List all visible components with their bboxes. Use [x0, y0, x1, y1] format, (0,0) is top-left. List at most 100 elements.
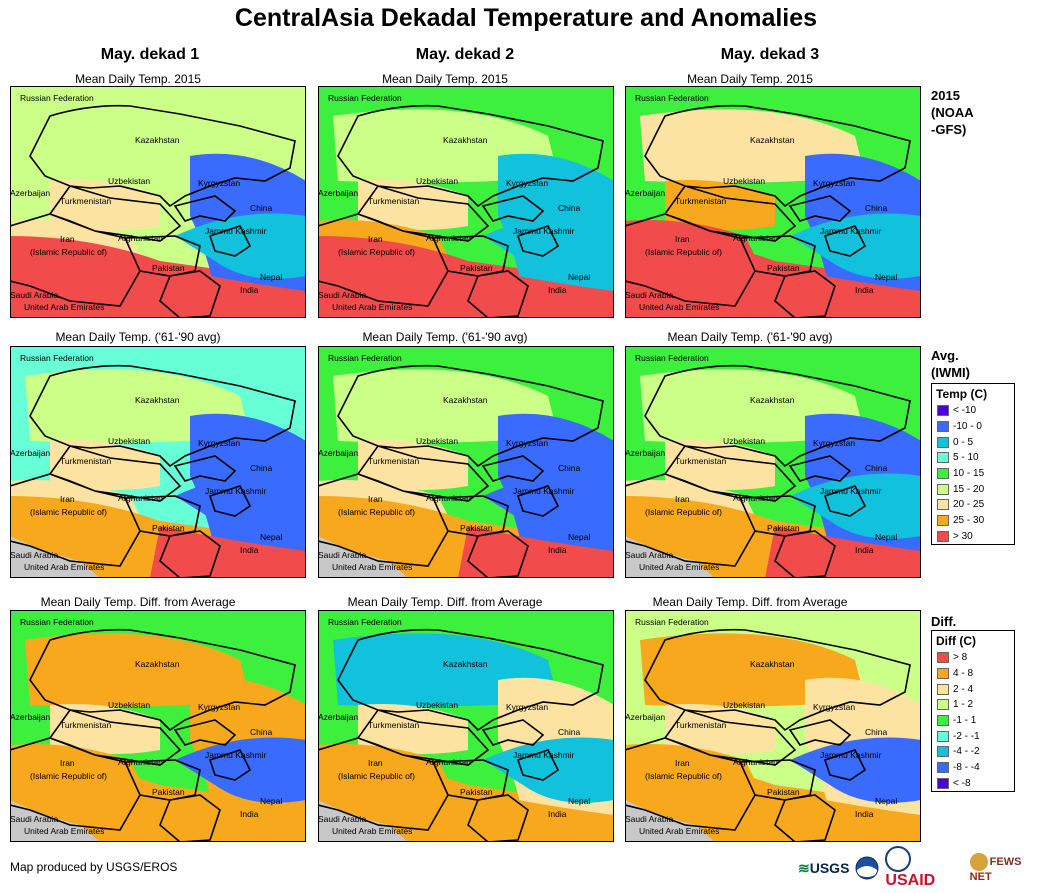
map-panel-difference-from-average-dekad-3: Russian Federation Kazakhstan Uzbekistan Ky…	[625, 610, 921, 842]
panel-subtitle: Mean Daily Temp. 2015	[75, 72, 201, 86]
legend-item: -2 - -1	[932, 728, 1014, 744]
color-region-turk	[50, 440, 160, 490]
logo-strip: ≋USGS USAID FEWS NET	[798, 846, 1046, 889]
legend-label: -10 - 0	[953, 421, 982, 433]
map-credit: Map produced by USGS/EROS	[10, 860, 178, 874]
place-label-nepal: Nepal	[875, 532, 897, 542]
legend-item: 10 - 15	[932, 466, 1014, 482]
place-label-china: China	[250, 727, 272, 737]
row-label-line: (NOAA	[931, 105, 974, 120]
place-label-uae: United Arab Emirates	[332, 826, 412, 836]
legend-swatch	[937, 499, 949, 511]
color-region-india	[150, 790, 306, 842]
legend-item: -4 - -2	[932, 744, 1014, 760]
place-label-iran: Iran	[675, 758, 690, 768]
place-label-pakistan: Pakistan	[767, 787, 800, 797]
place-label-kazakhstan: Kazakhstan	[135, 135, 180, 145]
place-label-uzbekistan: Uzbekistan	[416, 176, 458, 186]
map-panel-2015-forecast-dekad-2: Russian Federation Kazakhstan Uzbekistan Ky…	[318, 86, 614, 318]
legend-swatch	[937, 530, 949, 542]
legend-item: -1 - 1	[932, 713, 1014, 729]
place-label-saudi: Saudi Arabia	[10, 814, 58, 824]
legend-label: > 30	[953, 530, 973, 542]
place-label-kyrgyzstan: Kyrgyzstan	[198, 702, 240, 712]
color-region-india	[765, 790, 921, 842]
map-canvas: Russian Federation Kazakhstan Uzbekistan Ky…	[318, 610, 614, 842]
noaa-emblem-icon	[855, 856, 879, 880]
map-canvas: Russian Federation Kazakhstan Uzbekistan Ky…	[625, 346, 921, 578]
place-label-azerbaijan: Azerbaijan	[10, 448, 50, 458]
map-canvas: Russian Federation Kazakhstan Uzbekistan Ky…	[10, 86, 306, 318]
place-label-iran2: (Islamic Republic of)	[338, 771, 415, 781]
map-frame	[318, 346, 614, 578]
place-label-nepal: Nepal	[568, 272, 590, 282]
temperature-legend: Temp (C) < -10 -10 - 0 0 - 5 5 - 10 10 - 15 1…	[931, 383, 1015, 546]
color-region-turk	[665, 180, 775, 230]
place-label-russia: Russian Federation	[328, 617, 402, 627]
place-label-india: India	[855, 809, 874, 819]
place-label-china: China	[558, 203, 580, 213]
legend-item: 20 - 25	[932, 497, 1014, 513]
color-region-plat	[483, 213, 614, 279]
legend-label: < -10	[953, 405, 977, 417]
legend-swatch	[937, 699, 949, 711]
place-label-uzbekistan: Uzbekistan	[416, 436, 458, 446]
place-label-afghanistan: Afghanistan	[118, 233, 163, 243]
main-title: CentralAsia Dekadal Temperature and Anom…	[234, 4, 818, 32]
panel-subtitle: Mean Daily Temp. 2015	[687, 72, 813, 86]
row-label-line: -GFS)	[931, 122, 967, 137]
place-label-uzbekistan: Uzbekistan	[723, 176, 765, 186]
place-label-kyrgyzstan: Kyrgyzstan	[813, 178, 855, 188]
place-label-saudi: Saudi Arabia	[318, 814, 366, 824]
place-label-azerbaijan: Azerbaijan	[625, 188, 665, 198]
place-label-kashmir: Jammu Kashmir	[820, 750, 882, 760]
legend-swatch	[937, 715, 949, 727]
color-region-plat	[175, 473, 306, 539]
map-canvas: Russian Federation Kazakhstan Uzbekistan Ky…	[318, 86, 614, 318]
place-label-turkmenistan: Turkmenistan	[60, 456, 111, 466]
place-label-kyrgyzstan: Kyrgyzstan	[506, 438, 548, 448]
place-label-kashmir: Jammu Kashmir	[205, 486, 267, 496]
place-label-kazakhstan: Kazakhstan	[135, 395, 180, 405]
map-frame	[318, 610, 614, 842]
place-label-pakistan: Pakistan	[152, 787, 185, 797]
country-borders	[318, 364, 604, 578]
legend-item: < -8	[932, 776, 1014, 792]
place-label-china: China	[865, 463, 887, 473]
legend-swatch	[937, 405, 949, 417]
fewsnet-logo: FEWS NET	[969, 853, 1046, 883]
map-canvas: Russian Federation Kazakhstan Uzbekistan Ky…	[318, 346, 614, 578]
place-label-india: India	[240, 809, 259, 819]
usgs-wave-icon: ≋	[798, 859, 810, 876]
place-label-azerbaijan: Azerbaijan	[10, 712, 50, 722]
place-label-kazakhstan: Kazakhstan	[135, 659, 180, 669]
place-label-turkmenistan: Turkmenistan	[675, 720, 726, 730]
legend-swatch	[937, 652, 949, 664]
place-label-azerbaijan: Azerbaijan	[625, 712, 665, 722]
place-label-afghanistan: Afghanistan	[733, 493, 778, 503]
place-label-saudi: Saudi Arabia	[318, 550, 366, 560]
place-label-russia: Russian Federation	[635, 353, 709, 363]
legend-swatch	[937, 668, 949, 680]
color-region-turk	[358, 704, 468, 754]
color-region-india	[458, 790, 614, 842]
place-label-azerbaijan: Azerbaijan	[625, 448, 665, 458]
legend-label: 10 - 15	[953, 468, 985, 480]
column-header-dekad-1: May. dekad 1	[100, 46, 200, 63]
country-borders	[625, 364, 911, 578]
legend-label: 4 - 8	[953, 668, 974, 680]
panel-subtitle: Mean Daily Temp. ('61-'90 avg)	[362, 330, 528, 344]
place-label-russia: Russian Federation	[635, 93, 709, 103]
row-label-diff: Diff.	[931, 613, 956, 630]
color-region-india	[150, 266, 306, 318]
legend-label: 25 - 30	[953, 515, 985, 527]
legend-label: -8 - -4	[953, 762, 980, 774]
place-label-uae: United Arab Emirates	[639, 562, 719, 572]
legend-item: 5 - 10	[932, 450, 1014, 466]
place-label-india: India	[240, 285, 259, 295]
place-label-china: China	[558, 463, 580, 473]
color-region-india	[458, 266, 614, 318]
place-label-nepal: Nepal	[875, 796, 897, 806]
legend-item: < -10	[932, 403, 1014, 419]
place-label-iran2: (Islamic Republic of)	[645, 507, 722, 517]
